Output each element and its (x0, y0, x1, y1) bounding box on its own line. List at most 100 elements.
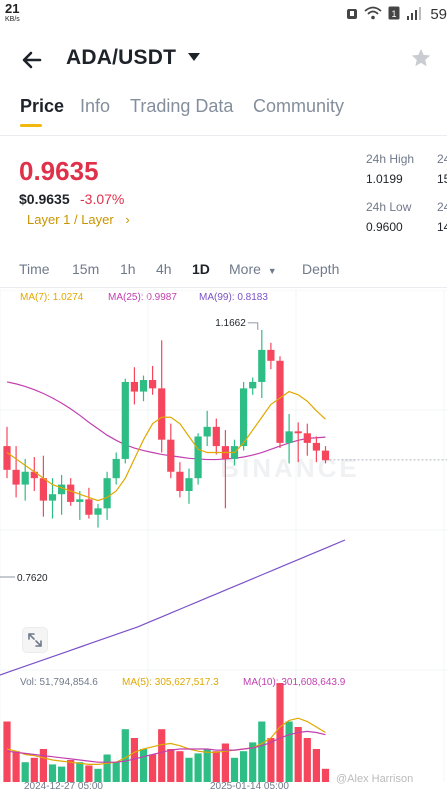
back-arrow-icon[interactable] (20, 48, 44, 72)
timeframe-15m[interactable]: 15m (72, 261, 100, 277)
volume-bar (21, 762, 29, 782)
candle-down (85, 499, 93, 515)
volume-bar (12, 751, 20, 782)
volume-bar (167, 749, 175, 782)
ma7-path (6, 390, 326, 502)
volume-ma5-path (6, 717, 326, 765)
high-marker-label: 1.1662 (215, 318, 246, 329)
timeframe-divider (0, 287, 447, 288)
candle-down (167, 439, 175, 472)
volume-bar (276, 683, 284, 782)
volume-bar (194, 753, 202, 782)
main-tabs: Price Info Trading Data Community (0, 96, 447, 127)
status-net-unit: KB/s (5, 16, 20, 23)
volume-bar (67, 760, 75, 782)
candle-up (139, 380, 148, 392)
pair-header: ADA/USDT (0, 40, 447, 80)
candle-down (212, 426, 220, 447)
price-change-percent: -3.07% (80, 191, 125, 207)
candle-down (312, 442, 320, 451)
volume-bar (48, 764, 57, 782)
volume-bar (221, 743, 229, 782)
volume-bar (149, 754, 157, 782)
chevron-right-icon: › (125, 212, 130, 227)
low-24h-label: 24h Low (366, 200, 412, 214)
volume-bar (321, 768, 330, 782)
candle-up (240, 388, 248, 447)
candle-up (48, 494, 57, 501)
volume-bar (212, 751, 220, 782)
timeframe-time[interactable]: Time (19, 261, 50, 277)
favorite-star-icon[interactable] (410, 47, 432, 69)
signal-icon (406, 6, 424, 23)
vol-24h-label-partial: 24 (437, 152, 447, 166)
volume-bar (230, 757, 239, 782)
volume-bar (185, 757, 193, 782)
ma25-line (6, 381, 326, 461)
candle-down (67, 484, 75, 502)
volume-ma5-legend: MA(5): 305,627,517.3 (122, 677, 219, 688)
timeframe-more-label: More (229, 261, 261, 277)
ma99-path (0, 539, 346, 676)
date-label-2: 2025-01-14 05:00 (210, 781, 289, 792)
volume-bar (112, 762, 120, 782)
candle-up (258, 349, 266, 382)
chart-grid (0, 290, 447, 782)
category-tag-link[interactable]: Layer 1 / Layer › (27, 212, 130, 227)
date-label-1: 2024-12-27 05:00 (24, 781, 103, 792)
volume-ma10-path (6, 730, 326, 763)
candle-up (203, 426, 211, 437)
pair-dropdown-caret-icon[interactable] (186, 50, 202, 64)
timeframe-1d[interactable]: 1D (192, 261, 210, 277)
volume-bar (294, 727, 302, 782)
candle-down (321, 450, 330, 461)
high-24h-value: 1.0199 (366, 172, 403, 186)
candle-down (39, 478, 47, 501)
volume-bar (76, 762, 84, 782)
volume-bar (94, 768, 102, 782)
wifi-icon (364, 6, 382, 23)
expand-chart-icon[interactable] (22, 627, 48, 653)
volume-bar (176, 751, 184, 782)
pair-title[interactable]: ADA/USDT (66, 46, 177, 69)
candle-up (121, 381, 129, 459)
timeframe-more[interactable]: More ▼ (229, 261, 277, 277)
candle-down (294, 431, 302, 434)
volume-bar (30, 757, 38, 782)
depth-chart-tab[interactable]: Depth (302, 261, 340, 277)
ma99-line (0, 539, 346, 676)
timeframe-1h[interactable]: 1h (120, 261, 136, 277)
tab-trading-data[interactable]: Trading Data (130, 96, 234, 116)
low-marker-label: 0.7620 (17, 573, 48, 584)
candle-down (12, 469, 20, 485)
tab-info[interactable]: Info (80, 96, 111, 116)
candle-up (249, 381, 257, 389)
volume-legend: Vol: 51,794,854.6 (20, 677, 98, 688)
volume-bar (303, 738, 311, 782)
price-annotations: 1.1662 0.7620 (0, 318, 447, 584)
status-bar: 21 KB/s 1 59 (0, 0, 447, 28)
volume-bar (121, 729, 129, 782)
candle-up (94, 508, 102, 515)
volume-ma10-legend: MA(10): 301,608,643.9 (243, 677, 346, 688)
vol-24h-usdt-label-partial: 24 (437, 200, 447, 214)
candle-up (76, 499, 84, 502)
volume-bar (240, 751, 248, 782)
candle-down (303, 433, 311, 443)
author-credit: @Alex Harrison (336, 773, 414, 785)
tabs-divider (0, 135, 447, 136)
tab-price[interactable]: Price (20, 96, 65, 116)
candle-up (21, 471, 29, 485)
ma99-legend: MA(99): 0.8183 (199, 292, 268, 303)
tab-community[interactable]: Community (253, 96, 345, 116)
volume-bar (249, 742, 257, 782)
active-tab-indicator (20, 124, 42, 127)
candle-up (58, 484, 66, 495)
candles (3, 330, 330, 528)
timeframe-4h[interactable]: 4h (156, 261, 172, 277)
volume-bar (267, 738, 275, 782)
ma25-path (6, 381, 326, 461)
candle-down (158, 388, 166, 440)
sim-icon: 1 (388, 6, 400, 23)
